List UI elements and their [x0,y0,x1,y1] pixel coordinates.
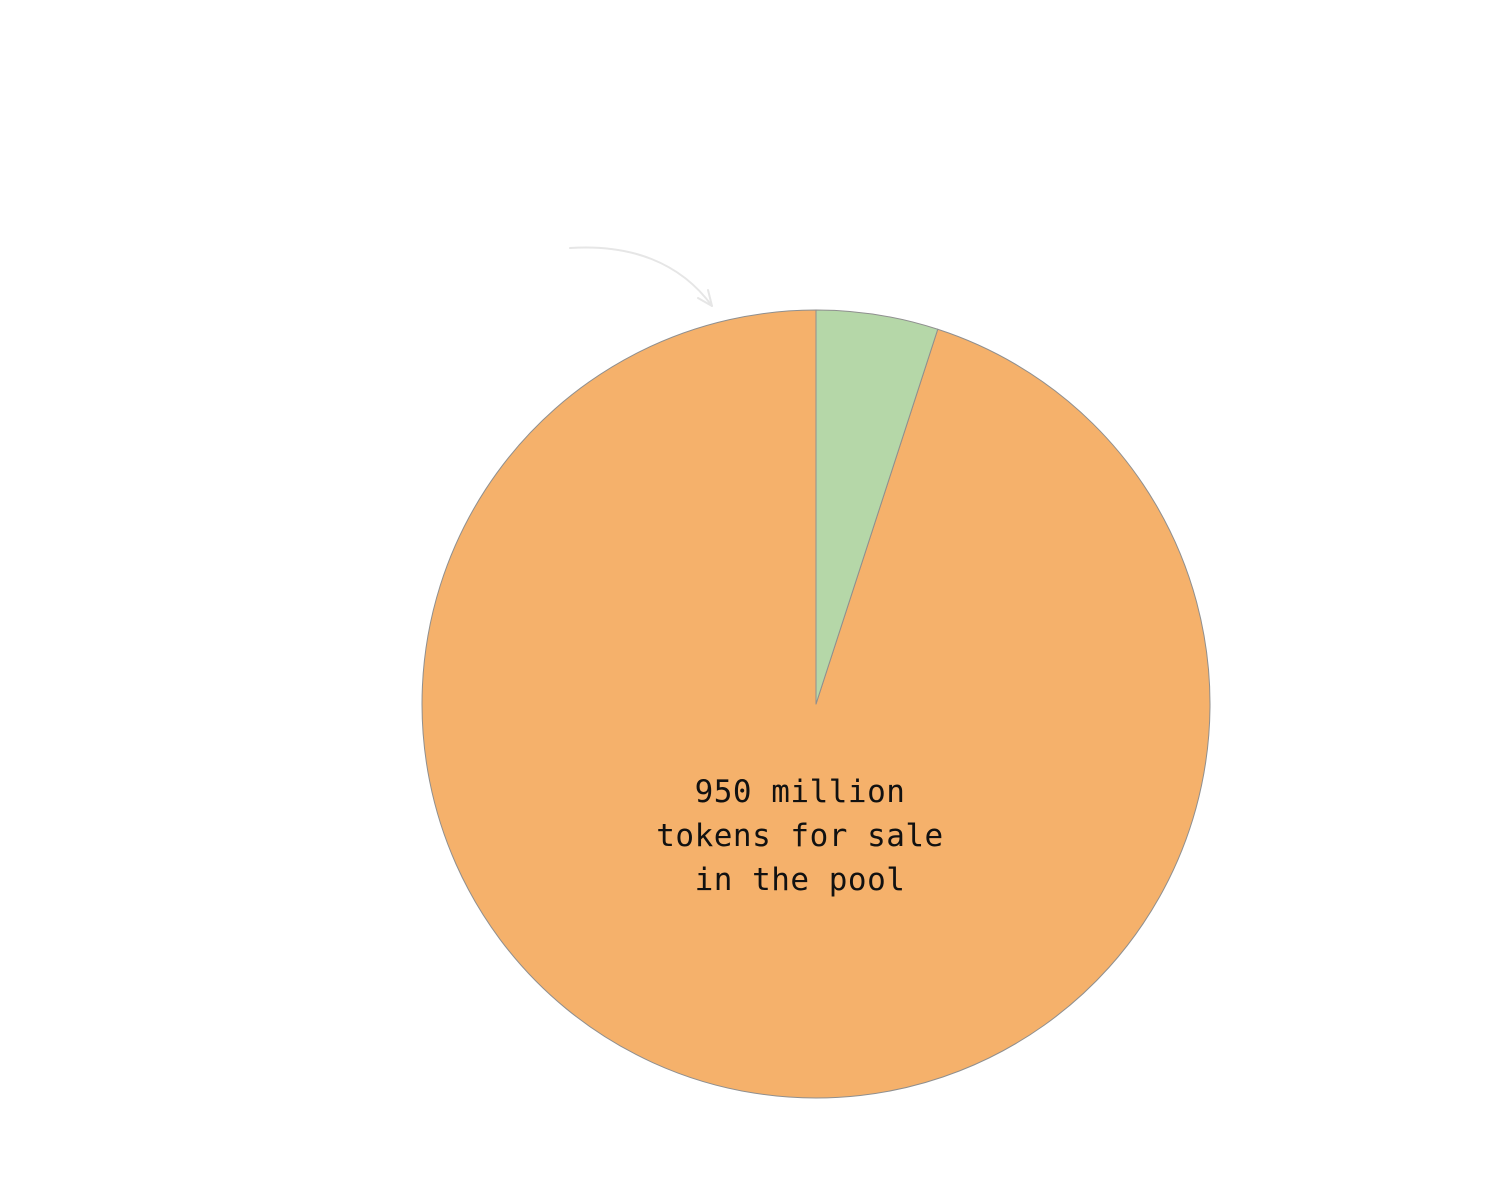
slice-label-line: tokens for sale [656,818,943,854]
pie-slices [421,309,1211,1099]
pie-slice-1 [815,309,939,705]
annotations [569,246,713,307]
slice-label-line: in the pool [695,862,906,898]
pointer-arrow [569,246,713,307]
arrow-head [697,289,713,307]
arrow-shaft [569,246,713,307]
slice-labels: 950 million tokens for sale in the pool [656,774,943,898]
slice-label-0: 950 million tokens for sale in the pool [656,774,943,898]
slice-label-line: 950 million [695,774,906,810]
